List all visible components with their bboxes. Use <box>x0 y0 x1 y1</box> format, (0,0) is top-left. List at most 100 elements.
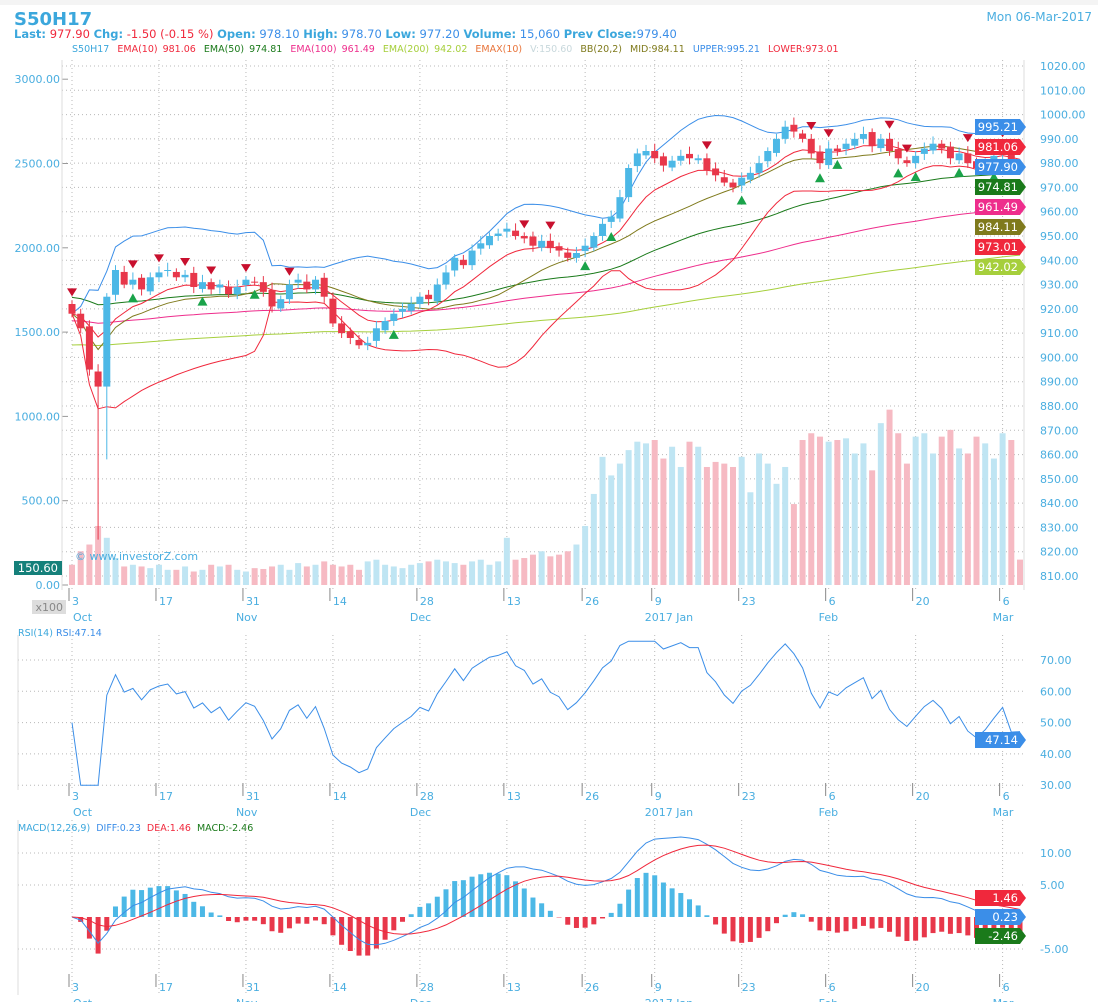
price-tick-label: 860.00 <box>1040 449 1079 462</box>
candle-body <box>346 331 354 338</box>
candle-body <box>894 149 902 159</box>
volume-tag-text: 150.60 <box>18 561 58 575</box>
sell-signal-icon <box>284 267 295 276</box>
price-tick-label: 940.00 <box>1040 254 1079 267</box>
rsi-value: RSI:47.14 <box>55 628 102 639</box>
macd-histogram-bar <box>739 917 745 943</box>
rsi-tick-label: 60.00 <box>1040 685 1072 698</box>
month-label: Oct <box>73 806 93 819</box>
sell-signal-icon <box>806 122 817 130</box>
volume-bar <box>216 566 223 585</box>
macd-histogram-bar <box>226 917 232 921</box>
candle-body <box>816 151 824 164</box>
volume-bar <box>338 566 345 585</box>
volume-bar <box>312 564 319 585</box>
macd-histogram-bar <box>539 903 545 917</box>
price-tag: 984.11 <box>975 219 1026 235</box>
volume-bar <box>129 564 136 585</box>
price-tag: 961.49 <box>975 199 1026 215</box>
date-tick-label: 20 <box>916 595 930 608</box>
macd-histogram-bar <box>191 901 197 917</box>
candle-body <box>285 284 293 300</box>
date-tick-label: 6 <box>1003 981 1010 994</box>
volume-bar <box>1017 559 1023 585</box>
month-label: Feb <box>819 806 838 819</box>
macd-legend: MACD(12,26,9) DIFF:0.23 DEA:1.46 MACD:-2… <box>18 823 253 834</box>
date-tick-label: 14 <box>333 981 347 994</box>
macd-histogram-bar <box>217 915 223 917</box>
macd-tag: -2.46 <box>975 928 1026 944</box>
date-tick-label: 28 <box>420 981 434 994</box>
price-tag: 974.81 <box>975 179 1026 195</box>
buy-signal-icon <box>197 296 208 306</box>
volume-bar <box>434 559 441 585</box>
volume-bar <box>895 433 902 585</box>
volume-bar <box>973 436 980 585</box>
candle-body <box>729 182 737 188</box>
macd-histogram-bar <box>208 912 214 917</box>
volume-bar <box>938 436 945 585</box>
month-label: Dec <box>410 806 431 819</box>
date-tick-label: 26 <box>585 981 599 994</box>
candle-body <box>555 246 563 251</box>
price-tag-text: 974.81 <box>978 180 1018 194</box>
volume-bar <box>329 564 336 585</box>
month-label: Dec <box>410 611 431 624</box>
month-label: 2017 Jan <box>645 997 693 1002</box>
macd-histogram-bar <box>130 889 136 917</box>
volume-tick-label: 2000.00 <box>15 242 61 255</box>
volume-bar <box>712 461 719 585</box>
date-tick-label: 14 <box>333 595 347 608</box>
sell-signal-icon <box>701 141 712 150</box>
date-tick-label: 14 <box>333 790 347 803</box>
volume-bar <box>147 568 154 585</box>
candle-body <box>642 151 650 156</box>
macd-tag-text: 0.23 <box>992 910 1018 924</box>
macd-histogram-bar <box>713 917 719 925</box>
rsi-tag-text: 47.14 <box>985 733 1018 747</box>
price-tag-text: 984.11 <box>978 220 1018 234</box>
last-value: 977.90 <box>49 27 90 41</box>
macd-histogram-bar <box>939 917 945 932</box>
date-tick-label: 6 <box>829 790 836 803</box>
price-tick-label: 1020.00 <box>1040 60 1086 73</box>
volume-bar <box>816 436 823 585</box>
candle-body <box>781 126 789 139</box>
sell-signal-icon <box>240 264 251 273</box>
candle-body <box>686 153 694 159</box>
price-tick-label: 980.00 <box>1040 157 1079 170</box>
high-value: 978.70 <box>341 27 382 41</box>
volume-bar <box>877 423 884 585</box>
price-tag: 981.06 <box>975 139 1026 155</box>
candle-body <box>451 257 459 271</box>
macd-histogram-bar <box>904 917 910 942</box>
price-tag-text: 961.49 <box>978 200 1018 214</box>
macd-histogram-bar <box>504 875 510 917</box>
volume-bar <box>982 443 989 585</box>
buy-signal-icon <box>736 195 747 205</box>
candle-body <box>564 252 572 258</box>
legend-ema100: EMA(100) <box>290 44 337 55</box>
macd-histogram-bar <box>765 917 771 932</box>
price-tag: 977.90 <box>975 159 1026 175</box>
candle-body <box>181 274 189 278</box>
macd-histogram-bar <box>660 882 666 917</box>
price-tag: 973.01 <box>975 239 1026 255</box>
current-date: Mon 06-Mar-2017 <box>986 10 1092 24</box>
volume-bar <box>634 441 641 585</box>
volume-bar <box>495 561 502 585</box>
legend-ema10-value: 981.06 <box>162 44 196 55</box>
rsi-tick-label: 50.00 <box>1040 717 1072 730</box>
volume-bar <box>956 448 963 585</box>
macd-histogram-bar <box>365 917 371 956</box>
candle-body <box>312 279 320 290</box>
volume-bar <box>921 433 928 585</box>
macd-histogram-bar <box>199 906 205 917</box>
sell-signal-icon <box>962 134 973 143</box>
price-tag: 995.21 <box>975 119 1026 135</box>
macd-histogram-bar <box>687 899 693 917</box>
price-tick-label: 810.00 <box>1040 570 1079 583</box>
macd-histogram-bar <box>147 887 153 917</box>
legend-ema50-value: 974.81 <box>249 44 283 55</box>
